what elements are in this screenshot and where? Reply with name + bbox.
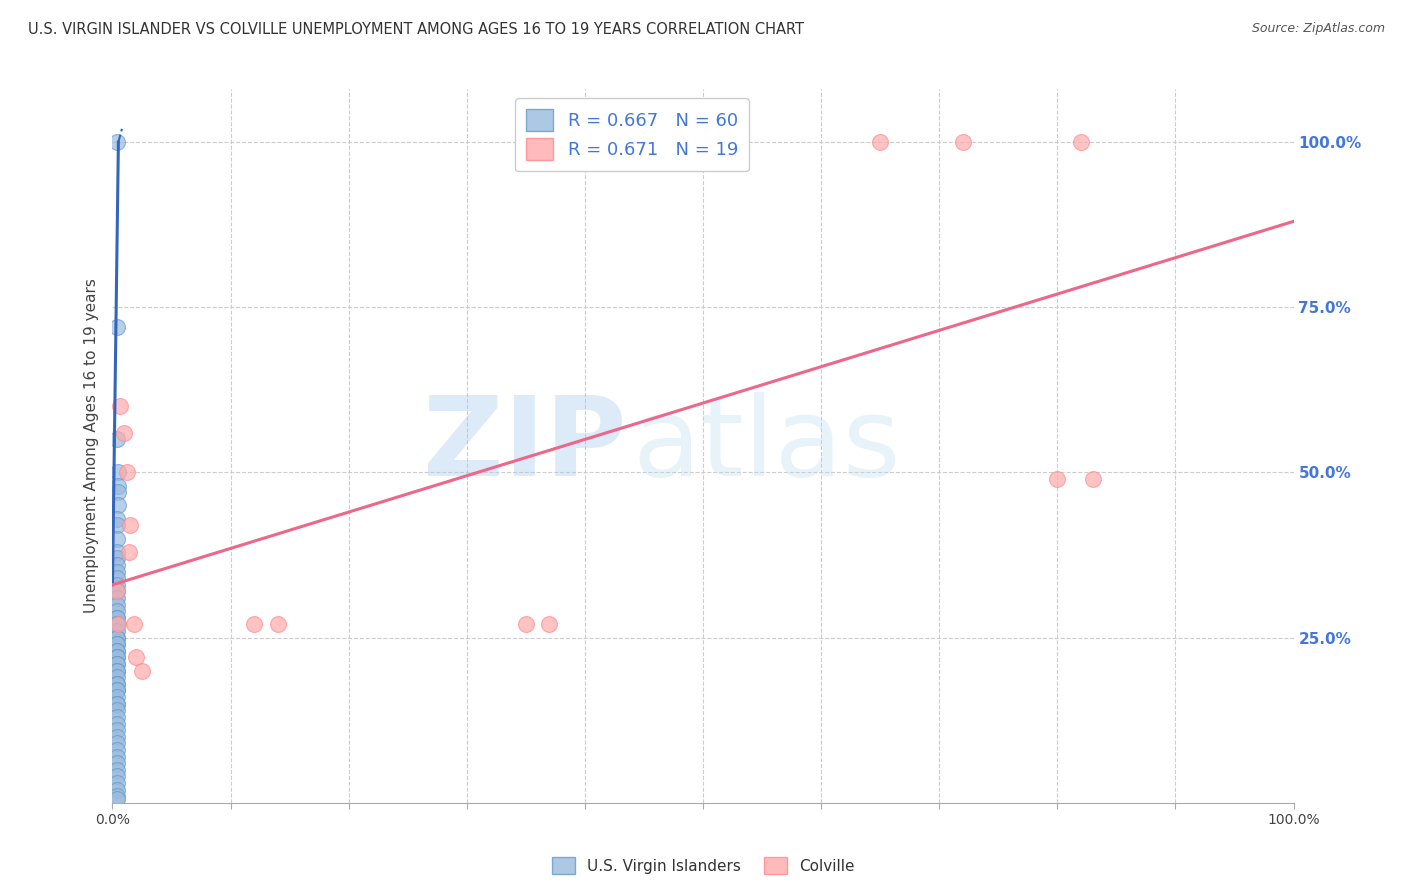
Point <box>105 723 128 738</box>
Point <box>131 664 153 678</box>
Point <box>105 631 128 645</box>
Point <box>267 617 290 632</box>
Point <box>108 400 131 414</box>
Point <box>112 425 135 440</box>
Point <box>105 670 128 684</box>
Text: Source: ZipAtlas.com: Source: ZipAtlas.com <box>1251 22 1385 36</box>
Point <box>105 611 128 625</box>
Point <box>105 644 128 658</box>
Point <box>105 611 128 625</box>
Point <box>105 604 128 618</box>
Text: atlas: atlas <box>633 392 901 500</box>
Point <box>105 644 128 658</box>
Point <box>105 683 128 698</box>
Point <box>105 518 128 533</box>
Point <box>105 789 128 804</box>
Point <box>105 743 128 757</box>
Point <box>1070 135 1092 149</box>
Point <box>105 637 128 651</box>
Point <box>105 571 128 585</box>
Point <box>105 792 128 806</box>
Point <box>105 657 128 671</box>
Point <box>105 763 128 777</box>
Point <box>105 749 128 764</box>
Point <box>538 617 561 632</box>
Point <box>105 558 128 572</box>
Point <box>107 485 129 500</box>
Point <box>105 584 128 599</box>
Point <box>105 664 128 678</box>
Y-axis label: Unemployment Among Ages 16 to 19 years: Unemployment Among Ages 16 to 19 years <box>83 278 98 614</box>
Point <box>105 677 128 691</box>
Point <box>105 578 128 592</box>
Point <box>105 617 128 632</box>
Point <box>1081 472 1104 486</box>
Point <box>105 532 128 546</box>
Point <box>515 617 537 632</box>
Point <box>105 736 128 750</box>
Point <box>105 617 128 632</box>
Point <box>105 135 128 149</box>
Point <box>105 664 128 678</box>
Point <box>105 769 128 783</box>
Point <box>105 631 128 645</box>
Point <box>107 478 129 492</box>
Point <box>105 584 128 599</box>
Point <box>105 776 128 790</box>
Point <box>1046 472 1069 486</box>
Point <box>105 730 128 744</box>
Point <box>105 320 128 334</box>
Point <box>105 637 128 651</box>
Point <box>105 551 128 566</box>
Text: ZIP: ZIP <box>423 392 626 500</box>
Point <box>105 624 128 638</box>
Point <box>105 697 128 711</box>
Text: U.S. VIRGIN ISLANDER VS COLVILLE UNEMPLOYMENT AMONG AGES 16 TO 19 YEARS CORRELAT: U.S. VIRGIN ISLANDER VS COLVILLE UNEMPLO… <box>28 22 804 37</box>
Point <box>107 617 129 632</box>
Point <box>105 683 128 698</box>
Point <box>105 690 128 704</box>
Point <box>105 598 128 612</box>
Legend: U.S. Virgin Islanders, Colville: U.S. Virgin Islanders, Colville <box>546 851 860 880</box>
Point <box>105 677 128 691</box>
Point <box>118 545 141 559</box>
Point <box>105 545 128 559</box>
Point <box>122 617 145 632</box>
Point <box>105 703 128 717</box>
Point <box>105 433 128 447</box>
Point <box>105 565 128 579</box>
Point <box>105 650 128 665</box>
Point <box>869 135 891 149</box>
Point <box>107 499 129 513</box>
Point <box>105 511 128 525</box>
Point <box>105 710 128 724</box>
Legend: R = 0.667   N = 60, R = 0.671   N = 19: R = 0.667 N = 60, R = 0.671 N = 19 <box>516 98 749 171</box>
Point <box>115 466 138 480</box>
Point <box>105 650 128 665</box>
Point <box>105 756 128 771</box>
Point <box>107 466 129 480</box>
Point <box>952 135 974 149</box>
Point <box>105 697 128 711</box>
Point <box>125 650 148 665</box>
Point <box>105 782 128 797</box>
Point <box>105 591 128 605</box>
Point <box>243 617 266 632</box>
Point <box>120 518 142 533</box>
Point <box>105 657 128 671</box>
Point <box>105 716 128 731</box>
